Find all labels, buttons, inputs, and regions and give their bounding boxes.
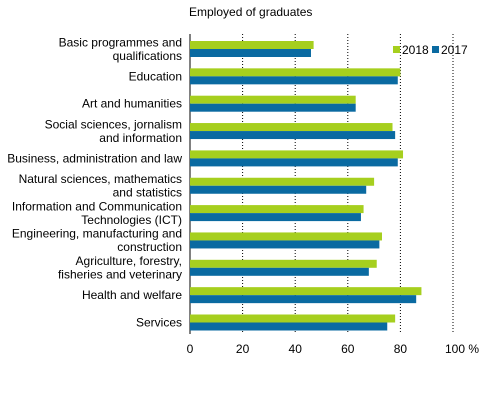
legend-label-2017: 2017 [441, 43, 468, 57]
category-label: and information [99, 131, 182, 145]
bar-2017 [190, 131, 396, 140]
bar-2018 [190, 177, 375, 186]
chart-title: Employed of graduates [189, 5, 313, 19]
bar-2018 [190, 95, 356, 104]
bar-2018 [190, 150, 404, 159]
bar-2017 [190, 240, 380, 249]
x-tick-label: 0 [187, 342, 194, 356]
bar-2018 [190, 287, 422, 296]
x-tick-label: 60 [341, 342, 355, 356]
bar-layer [190, 41, 422, 331]
category-label: qualifications [113, 49, 182, 63]
category-label: Health and welfare [82, 288, 182, 302]
bar-2017 [190, 76, 398, 85]
x-tick-label: 100 % [445, 342, 479, 356]
category-label: and statistics [113, 186, 182, 200]
bar-2018 [190, 123, 393, 132]
bar-2017 [190, 49, 311, 57]
category-label: Social sciences, jornalism [45, 117, 182, 131]
category-label: construction [117, 240, 182, 254]
bar-2017 [190, 295, 417, 304]
category-label: Natural sciences, mathematics [19, 172, 182, 186]
bar-2018 [190, 259, 377, 268]
category-label: Information and Communication [12, 199, 182, 213]
bar-2017 [190, 103, 356, 112]
legend-swatch-2018 [393, 46, 400, 53]
category-label: fisheries and veterinary [58, 268, 182, 282]
bar-2018 [190, 232, 382, 241]
category-label: Business, administration and law [7, 151, 182, 165]
bar-2017 [190, 185, 367, 194]
category-label: Engineering, manufacturing and [12, 227, 182, 241]
x-tick-label: 20 [236, 342, 250, 356]
bar-2017 [190, 158, 398, 167]
x-tick-label: 40 [289, 342, 303, 356]
bar-2017 [190, 322, 388, 331]
category-label: Basic programmes and [59, 35, 182, 49]
legend: 2018 2017 [393, 43, 468, 57]
x-axis-ticks: 0 20 40 60 80 100 % [187, 342, 480, 356]
category-label: Agriculture, forestry, [76, 254, 182, 268]
x-tick-label: 80 [394, 342, 408, 356]
bar-2017 [190, 213, 361, 222]
bar-2018 [190, 41, 314, 49]
legend-swatch-2017 [432, 46, 439, 53]
legend-label-2018: 2018 [402, 43, 429, 57]
category-label: Art and humanities [82, 97, 182, 111]
bar-2017 [190, 267, 369, 276]
bar-2018 [190, 68, 401, 77]
bar-2018 [190, 205, 364, 214]
bar-2018 [190, 314, 396, 323]
category-label: Technologies (ICT) [81, 213, 182, 227]
category-label: Services [136, 316, 182, 330]
category-label: Education [129, 69, 182, 83]
